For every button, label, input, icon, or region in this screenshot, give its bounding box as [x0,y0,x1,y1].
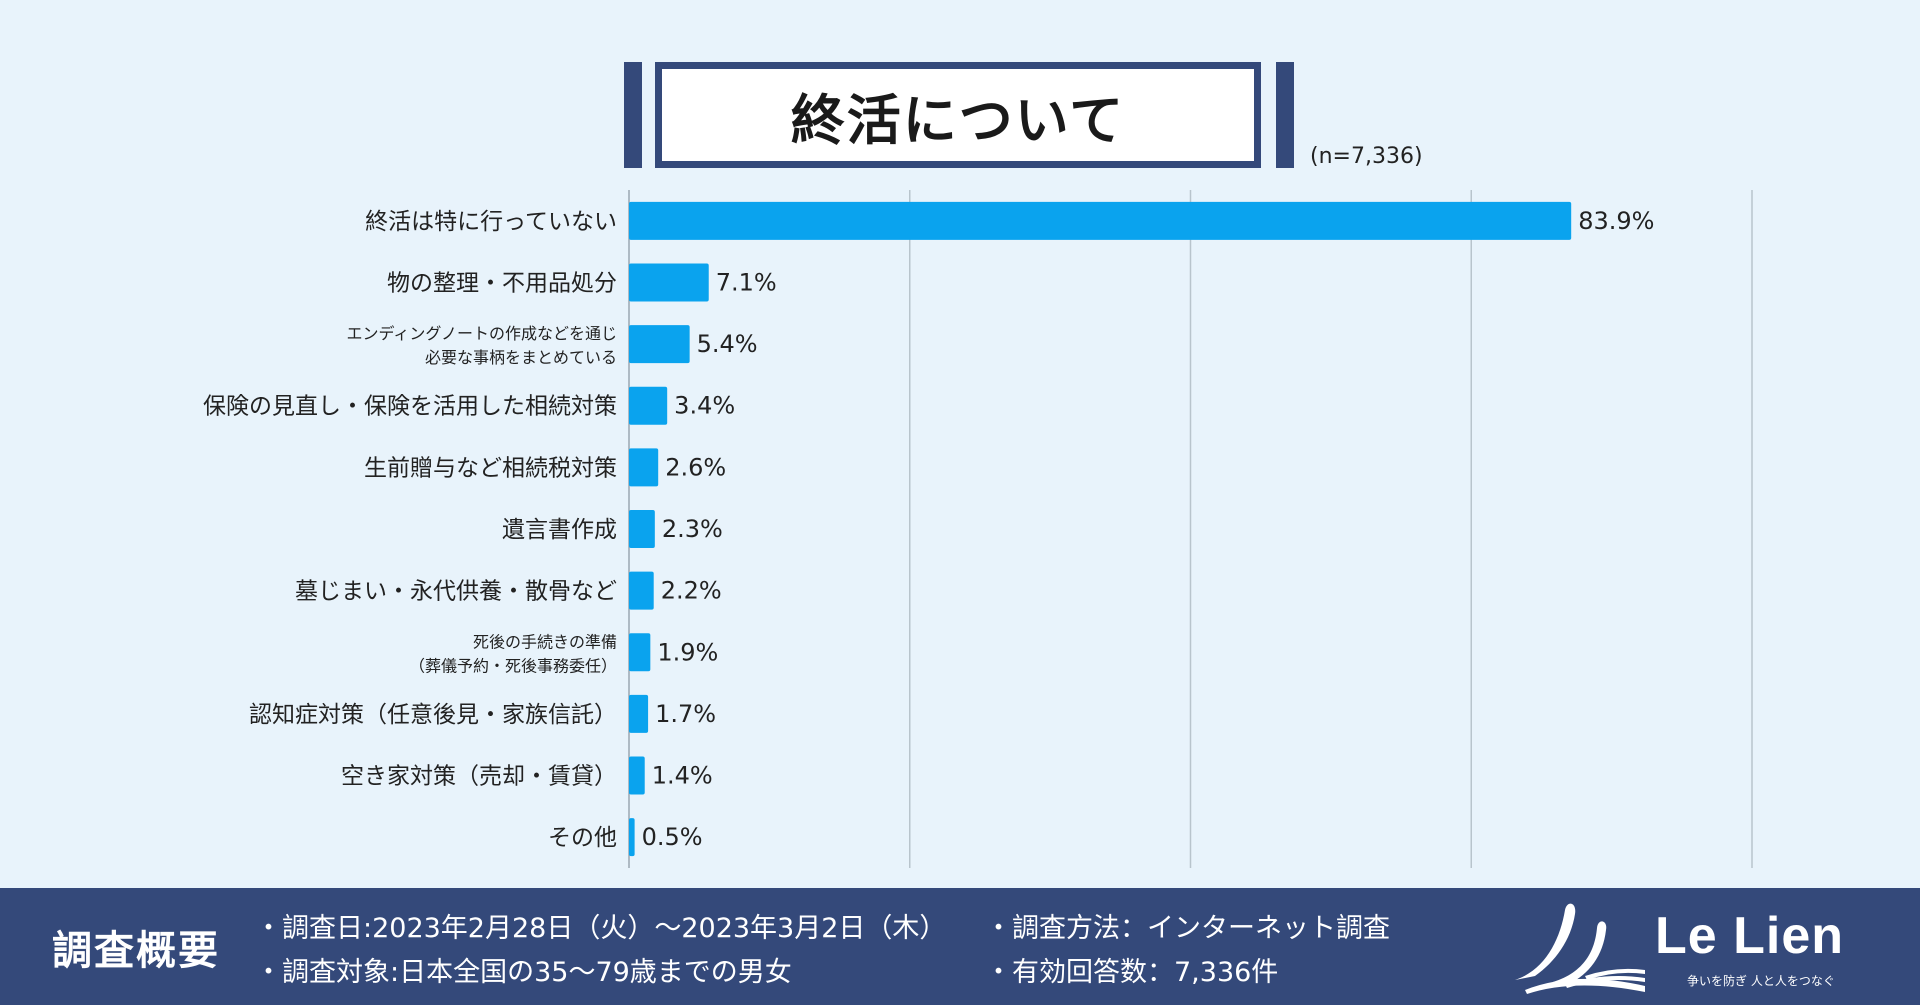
category-label-6: 墓じまい・永代供養・散骨など [295,579,617,605]
title-right-bar [1276,62,1294,168]
value-label-1: 7.1% [716,268,777,296]
bar-9 [629,756,645,795]
bar-4 [629,448,659,487]
value-label-5: 2.3% [662,515,723,543]
value-label-7: 1.9% [657,638,718,666]
footer-title: 調査概要 [52,928,220,974]
chart-title: 終活について [662,69,1254,161]
survey-method: ・調査方法：インターネット調査 [985,913,1390,944]
bar-6 [629,571,654,610]
value-label-10: 0.5% [642,823,703,851]
category-label-0: 終活は特に行っていない [365,209,617,235]
bar-7 [629,633,651,672]
bar-10 [629,818,635,857]
bar-8 [629,694,649,733]
survey-summary-footer: 調査概要 ・調査日:2023年2月28日（火）〜2023年3月2日（木） ・調査… [0,888,1920,1005]
sample-size-label: (n=7,336) [1310,144,1423,169]
value-label-3: 3.4% [674,392,735,420]
category-label-7-line-1: （葬儀予約・死後事務委任） [409,656,617,675]
category-label-3: 保険の見直し・保険を活用した相続対策 [203,394,617,420]
category-label-2-line-1: 必要な事柄をまとめている [425,348,617,367]
value-label-9: 1.4% [652,762,713,790]
category-label-8: 認知症対策（任意後見・家族信託） [249,702,617,728]
value-label-2: 5.4% [697,330,758,358]
category-label-4: 生前贈与など相続税対策 [364,455,617,481]
category-label-7-line-0: 死後の手続きの準備 [473,632,617,651]
bar-3 [629,386,668,425]
category-label-1: 物の整理・不用品処分 [387,270,617,296]
survey-target: ・調査対象:日本全国の35〜79歳までの男女 [255,957,792,988]
title-box: 終活について [655,62,1261,168]
bar-5 [629,510,655,548]
category-label-2-line-0: エンディングノートの作成などを通じ [346,324,617,343]
value-label-6: 2.2% [661,577,722,605]
wave-logo-icon [1515,903,1645,994]
valid-responses: ・有効回答数：7,336件 [985,957,1279,988]
bar-0 [629,201,1572,240]
category-label-9: 空き家対策（売却・賃貸） [341,764,617,790]
bar-1 [629,263,709,302]
logo-wordmark: Le Lien [1655,907,1845,965]
bar-chart: 83.9% 終活は特に行っていない 7.1% 物の整理・不用品処分 5.4% エンディング… [203,190,1753,868]
value-label-4: 2.6% [665,453,726,481]
title-left-bar [624,62,642,168]
value-label-8: 1.7% [655,700,716,728]
category-label-5: 遺言書作成 [502,517,617,543]
logo-tagline: 争いを防ぎ 人と人をつなぐ [1687,974,1835,988]
category-label-10: その他 [548,825,617,851]
survey-date: ・調査日:2023年2月28日（火）〜2023年3月2日（木） [255,913,947,944]
value-label-0: 83.9% [1578,207,1654,235]
lelien-logo: Le Lien 争いを防ぎ 人と人をつなぐ [1505,900,1850,995]
bar-2 [629,325,690,364]
